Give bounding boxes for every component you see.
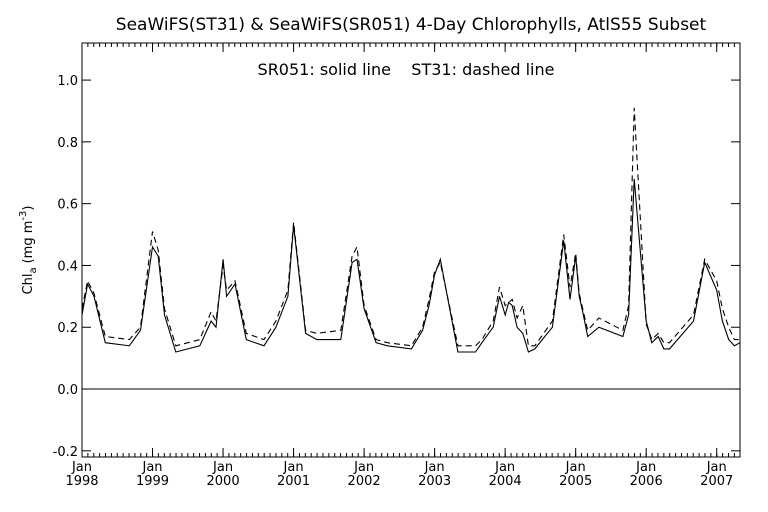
x-axis: Jan1998Jan1999Jan2000Jan2001Jan2002Jan20… <box>65 43 735 489</box>
x-tick-year-label: 2006 <box>630 474 663 489</box>
x-tick-year-label: 2007 <box>700 474 733 489</box>
x-tick-month-label: Jan <box>635 460 656 475</box>
x-tick-month-label: Jan <box>424 460 445 475</box>
y-tick-label: 0.0 <box>57 383 78 398</box>
x-tick-month-label: Jan <box>283 460 304 475</box>
y-axis: -0.2 0.0 0.2 0.4 0.6 0.8 1.0 <box>53 74 740 460</box>
x-tick-year-label: 2003 <box>418 474 451 489</box>
x-tick-year-label: 1999 <box>136 474 169 489</box>
series-line-st31 <box>81 107 740 347</box>
x-tick-year-label: 2000 <box>207 474 240 489</box>
x-tick-month-label: Jan <box>494 460 515 475</box>
y-axis-label: Chla(mg m-3) <box>18 206 39 295</box>
x-tick-year-label: 2001 <box>277 474 310 489</box>
series-layer <box>81 107 741 353</box>
chart-title: SeaWiFS(ST31) & SeaWiFS(SR051) 4-Day Chl… <box>116 15 707 35</box>
x-tick-month-label: Jan <box>353 460 374 475</box>
series-line-sr051 <box>81 178 741 353</box>
y-tick-label: 0.4 <box>57 259 78 274</box>
x-tick-month-label: Jan <box>212 460 233 475</box>
y-tick-label: -0.2 <box>53 445 78 460</box>
x-tick-month-label: Jan <box>565 460 586 475</box>
line-style-annotation: SR051: solid line ST31: dashed line <box>258 60 555 79</box>
x-tick-year-label: 2004 <box>489 474 522 489</box>
x-tick-year-label: 2002 <box>348 474 381 489</box>
y-tick-label: 0.2 <box>57 321 78 336</box>
x-tick-month-label: Jan <box>706 460 727 475</box>
y-tick-label: 1.0 <box>57 74 78 89</box>
x-tick-year-label: 1998 <box>65 474 98 489</box>
x-tick-month-label: Jan <box>71 460 92 475</box>
x-tick-month-label: Jan <box>142 460 163 475</box>
y-tick-label: 0.8 <box>57 136 78 151</box>
plot-frame <box>81 42 741 458</box>
x-tick-year-label: 2005 <box>559 474 592 489</box>
y-tick-label: 0.6 <box>57 198 78 213</box>
